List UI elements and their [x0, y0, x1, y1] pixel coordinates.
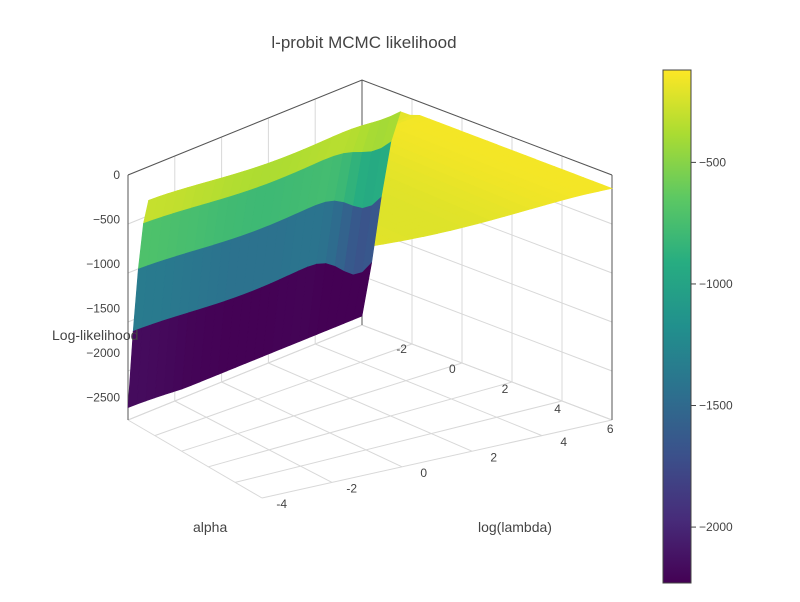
chart-title: l-probit MCMC likelihood	[271, 33, 456, 52]
grid-line	[235, 400, 563, 483]
surface-mesh	[127, 111, 614, 409]
y-tick-label: 2	[502, 382, 509, 396]
y-tick-label: 4	[554, 402, 561, 416]
grid-line	[361, 324, 613, 421]
grid-line	[268, 362, 473, 452]
surface-cell	[352, 262, 373, 321]
x-axis-title: alpha	[193, 519, 227, 535]
colorbar-tick-label: −2000	[699, 520, 733, 534]
grid-line	[154, 343, 413, 437]
colorbar-tick-label: −1500	[699, 399, 733, 413]
y-tick-label: 0	[449, 362, 456, 376]
grid-line	[174, 400, 333, 483]
grid-line	[261, 419, 613, 499]
x-tick-label: 4	[560, 435, 567, 449]
z-axis-title: Log-likelihood	[52, 327, 138, 343]
colorbar-scale	[662, 69, 692, 584]
colorbar: −500 −1000 −1500 −2000	[662, 69, 733, 584]
x-tick-label: -2	[346, 482, 357, 496]
colorbar-tick-label: −500	[699, 155, 726, 169]
grid-line	[127, 419, 263, 499]
colorbar-tick-label: −1000	[699, 277, 733, 291]
z-axis-ticks: 0 −500 −1000 −1500 −2000 −2500	[86, 168, 120, 405]
z-tick-label: −2000	[86, 346, 120, 360]
z-tick-label: 0	[113, 168, 120, 182]
x-tick-label: 0	[420, 466, 427, 480]
grid-line	[221, 381, 403, 468]
x-tick-label: 2	[490, 450, 497, 464]
y-axis-title: log(lambda)	[478, 519, 552, 535]
z-tick-label: −1500	[86, 302, 120, 316]
z-tick-label: −2500	[86, 391, 120, 405]
grid-line	[315, 343, 543, 437]
grid-line	[208, 381, 513, 468]
x-axis-ticks: -4 -2 0 2 4	[276, 435, 567, 511]
z-tick-label: −1000	[86, 257, 120, 271]
grid-line	[181, 362, 463, 452]
x-tick-label: -4	[276, 497, 287, 511]
y-tick-label: 6	[607, 422, 614, 436]
y-axis-ticks: -2 0 2 4 6	[396, 342, 614, 436]
y-tick-label: -2	[396, 342, 407, 356]
z-tick-label: −500	[93, 213, 120, 227]
